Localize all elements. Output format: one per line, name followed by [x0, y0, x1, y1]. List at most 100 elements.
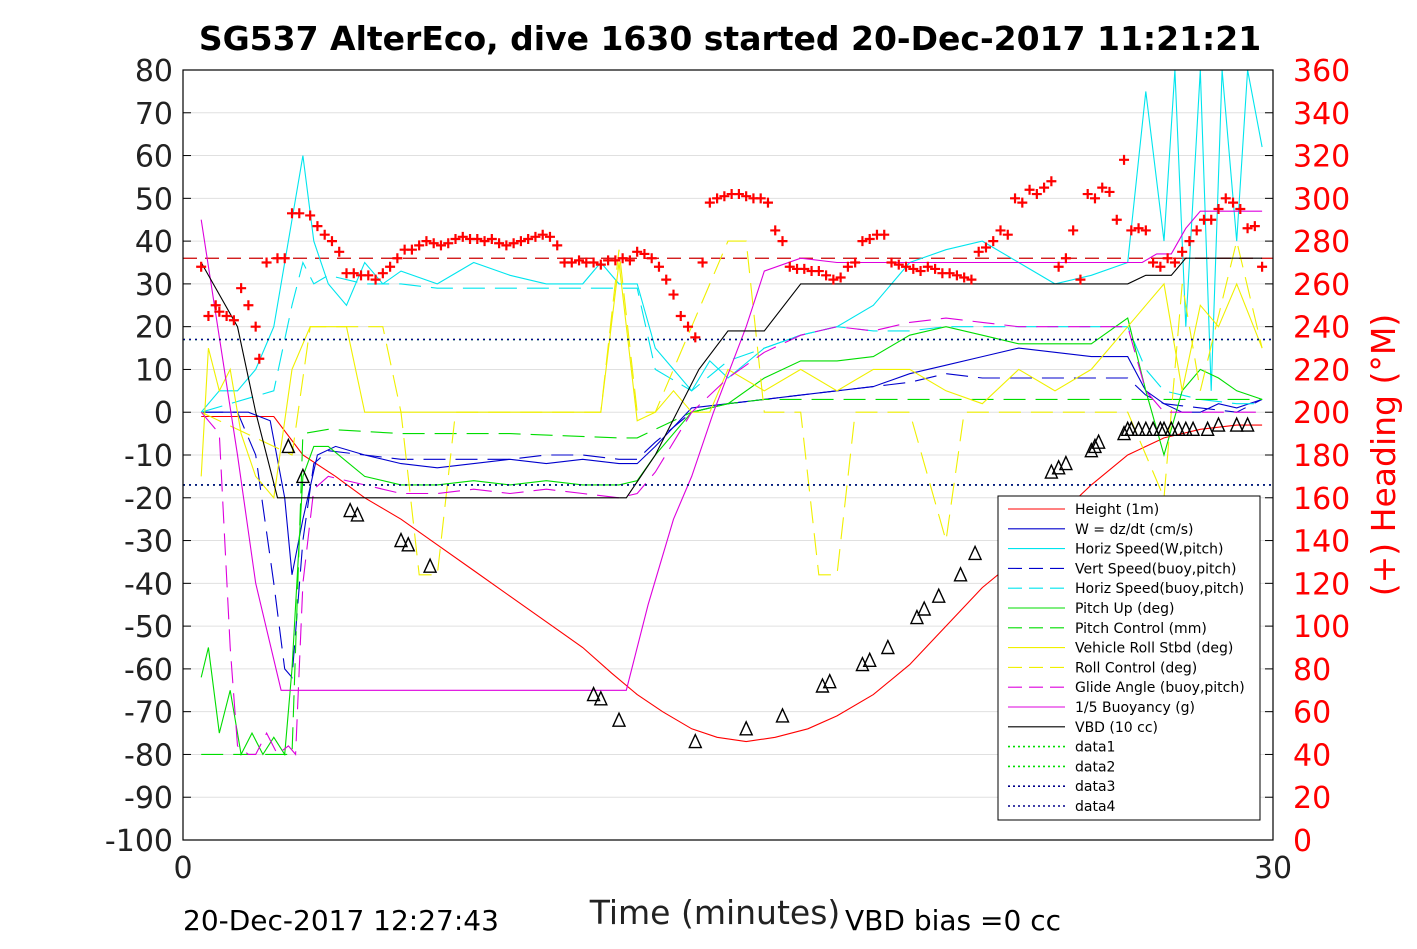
legend-box	[997, 495, 1261, 821]
x-tick-label: 30	[1254, 851, 1292, 886]
triangle-marker	[1091, 433, 1106, 449]
heading-point	[1104, 186, 1115, 197]
y-tick-label-left: -100	[105, 824, 173, 859]
chart-title: SG537 AlterEco, dive 1630 started 20-Dec…	[199, 19, 1261, 58]
y-tick-label-left: 10	[135, 353, 173, 388]
heading-point	[443, 238, 454, 249]
y-tick-label-left: 70	[135, 97, 173, 132]
heading-point	[668, 289, 679, 300]
heading-point	[552, 240, 563, 251]
heading-point	[1089, 193, 1100, 204]
y-tick-label-left: -60	[124, 653, 173, 688]
y-tick-label-right: 200	[1293, 396, 1350, 431]
y-tick-label-left: 80	[135, 54, 173, 89]
y-tick-label-left: 60	[135, 140, 173, 175]
heading-point	[1002, 229, 1013, 240]
legend-label: Glide Angle (buoy,pitch)	[1075, 680, 1245, 696]
series-layer	[183, 69, 1273, 757]
heading-point	[770, 225, 781, 236]
triangle-marker	[688, 732, 703, 749]
footer-vbd-bias: VBD bias =0 cc	[845, 904, 1061, 937]
y-tick-label-left: 20	[135, 311, 173, 346]
y-tick-label-right: 280	[1293, 225, 1350, 260]
heading-point	[254, 353, 265, 364]
heading-point	[901, 261, 912, 272]
heading-point	[537, 229, 548, 240]
heading-point	[414, 240, 425, 251]
legend-label: data4	[1075, 799, 1116, 815]
y-tick-label-right: 20	[1293, 781, 1331, 816]
triangle-marker	[1240, 416, 1255, 432]
heading-point	[864, 233, 875, 244]
heading-point	[1148, 257, 1159, 268]
heading-point	[1155, 261, 1166, 272]
triangle-marker	[862, 651, 877, 668]
triangle-marker	[1171, 420, 1186, 437]
heading-point	[392, 253, 403, 264]
heading-point	[196, 261, 207, 272]
heading-point	[319, 229, 330, 240]
heading-point	[741, 191, 752, 202]
heading-point	[813, 266, 824, 277]
y-tick-label-right: 340	[1293, 97, 1350, 132]
heading-point	[610, 255, 621, 266]
legend-label: Pitch Up (deg)	[1075, 601, 1174, 617]
heading-point	[494, 238, 505, 249]
y-tick-label-left: -40	[124, 567, 173, 602]
heading-point	[294, 208, 305, 219]
heading-point	[930, 263, 941, 274]
heading-point	[479, 236, 490, 247]
heading-point	[1082, 189, 1093, 200]
heading-point	[472, 233, 483, 244]
legend-label: Vert Speed(buoy,pitch)	[1075, 561, 1237, 577]
heading-point	[704, 197, 715, 208]
heading-point	[385, 261, 396, 272]
legend-label: Pitch Control (mm)	[1075, 621, 1207, 637]
heading-point	[675, 310, 686, 321]
heading-point	[486, 233, 497, 244]
y-tick-label-right: 260	[1293, 268, 1350, 303]
y-tick-label-right: 300	[1293, 182, 1350, 217]
legend-label: data2	[1075, 759, 1115, 775]
heading-point	[210, 300, 221, 311]
heading-point	[203, 310, 214, 321]
heading-point	[661, 274, 672, 285]
y-tick-label-right: 120	[1293, 567, 1350, 602]
heading-point	[799, 263, 810, 274]
heading-point	[762, 197, 773, 208]
heading-point	[712, 193, 723, 204]
heading-point	[988, 236, 999, 247]
heading-point	[690, 332, 701, 343]
y-tick-label-left: -20	[124, 482, 173, 517]
heading-point	[450, 233, 461, 244]
triangle-marker	[822, 673, 837, 689]
legend-label: Vehicle Roll Stbd (deg)	[1075, 641, 1233, 657]
triangle-marker	[281, 437, 296, 454]
heading-point	[1177, 246, 1188, 257]
heading-point	[1162, 253, 1173, 264]
series-line	[200, 262, 1263, 500]
triangle-marker	[967, 544, 983, 561]
y-tick-label-right: 220	[1293, 353, 1350, 388]
triangle-marker	[917, 600, 932, 616]
heading-point	[243, 300, 254, 311]
heading-point	[733, 189, 744, 200]
heading-point	[617, 253, 628, 264]
series-line	[200, 210, 1263, 691]
heading-point	[1075, 274, 1086, 285]
series-line	[200, 240, 1263, 576]
heading-point	[835, 272, 846, 283]
heading-point	[566, 257, 577, 268]
legend-label: VBD (10 cc)	[1075, 720, 1158, 736]
y-tick-label-left: -30	[124, 525, 173, 560]
y-tick-label-left: 30	[135, 268, 173, 303]
triangle-marker	[880, 638, 895, 655]
heading-point	[653, 261, 664, 272]
triangle-marker	[1058, 454, 1073, 471]
triangle-marker	[1178, 420, 1193, 437]
heading-point	[326, 236, 337, 247]
triangle-marker	[931, 587, 946, 603]
heading-point	[857, 236, 868, 247]
